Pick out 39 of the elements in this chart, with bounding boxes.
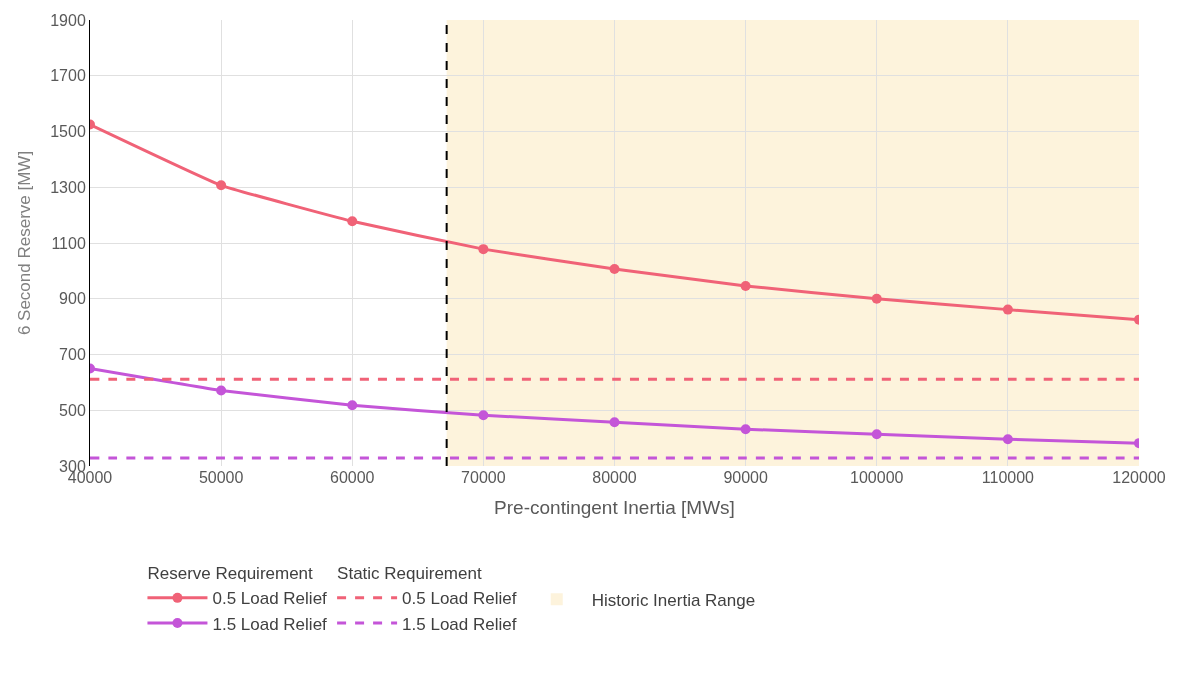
y-tick-label: 500	[59, 401, 86, 419]
y-tick-label: 1700	[50, 67, 86, 85]
point	[871, 293, 882, 304]
point	[347, 216, 358, 227]
point	[216, 180, 227, 191]
y-tick-label: 900	[59, 290, 86, 308]
point	[1002, 304, 1013, 315]
x-tick-label: 60000	[330, 469, 375, 486]
point	[871, 429, 882, 440]
y-axis-title: 6 Second Reserve [MW]	[14, 150, 34, 336]
point	[478, 410, 489, 421]
point	[347, 400, 358, 411]
y-tick-label: 1900	[50, 11, 86, 29]
text: Reserve Requirement	[147, 564, 314, 584]
legend-label: 0.5 Load Relief	[402, 589, 517, 609]
legend-label: 1.5 Load Relief	[212, 614, 328, 634]
legend-label: 0.5 Load Relief	[212, 589, 328, 609]
y-tick-label: 1100	[51, 234, 86, 252]
point	[478, 244, 489, 255]
y-tick-label: 1500	[50, 123, 86, 141]
point	[609, 263, 620, 274]
x-tick-label: 90000	[723, 469, 768, 486]
x-tick-label: 100000	[850, 469, 904, 486]
x-tick-label: 80000	[592, 469, 637, 486]
text: Static Requirement	[337, 564, 482, 584]
y-tick-label: 700	[59, 346, 86, 364]
y-tick-label: 1300	[50, 178, 86, 196]
x-axis-title: Pre-contingent Inertia [MWs]	[494, 496, 735, 518]
point	[740, 280, 751, 291]
x-tick-label: 120000	[1112, 469, 1166, 486]
point	[216, 385, 227, 396]
point	[1002, 434, 1013, 445]
x-tick-label: 70000	[461, 469, 506, 486]
x-tick-label: 110000	[981, 469, 1035, 486]
legend-label: 1.5 Load Relief	[402, 614, 517, 634]
point	[740, 424, 751, 435]
point	[609, 417, 620, 428]
legend-label: Historic Inertia Range	[591, 590, 756, 610]
x-tick-label: 50000	[198, 469, 244, 486]
